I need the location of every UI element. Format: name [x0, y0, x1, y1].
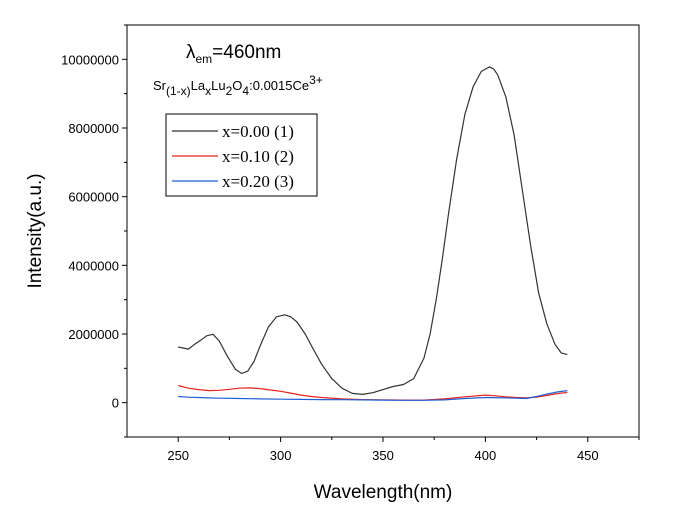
- y-tick-label: 0: [112, 396, 119, 411]
- y-tick-label: 10000000: [61, 52, 119, 67]
- formula-part: 2: [226, 84, 233, 98]
- x-tick-label: 300: [270, 448, 292, 463]
- x-tick-label: 450: [577, 448, 599, 463]
- excitation-annotation: λem=460nm: [186, 42, 281, 66]
- y-tick-label: 6000000: [68, 190, 119, 205]
- lambda-symbol: λ: [186, 42, 196, 63]
- lambda-subscript: em: [196, 52, 213, 66]
- formula-part: :0.0015Ce: [249, 78, 309, 93]
- y-tick-label: 4000000: [68, 258, 119, 273]
- y-axis-ticks: 0 2000000 4000000 6000000 8000000 10000000: [61, 24, 127, 438]
- series-line-3: [178, 390, 568, 401]
- series-line-1: [178, 66, 568, 395]
- formula-part: Sr: [153, 78, 167, 93]
- x-axis-title: Wavelength(nm): [314, 482, 453, 503]
- x-tick-label: 350: [372, 448, 394, 463]
- series-line-2: [178, 384, 568, 401]
- x-tick-label: 400: [475, 448, 497, 463]
- legend: x=0.00 (1) x=0.10 (2) x=0.20 (3): [165, 113, 318, 197]
- formula-part: Lu: [211, 78, 225, 93]
- formula-part: O: [232, 78, 242, 93]
- formula-annotation: Sr(1-x)LaxLu2O4:0.0015Ce3+: [153, 73, 323, 98]
- formula-part: (1-x): [166, 84, 191, 98]
- lambda-value: =460nm: [212, 42, 281, 63]
- formula-part: x: [205, 84, 211, 98]
- y-axis-title: Intensity(a.u.): [25, 173, 46, 288]
- legend-label-series-3: x=0.20 (3): [222, 172, 294, 191]
- x-tick-label: 250: [167, 448, 189, 463]
- series-lines: [178, 66, 568, 401]
- legend-label-series-2: x=0.10 (2): [222, 147, 294, 166]
- legend-label-series-1: x=0.00 (1): [222, 122, 294, 141]
- y-tick-label: 8000000: [68, 121, 119, 136]
- y-tick-label: 2000000: [68, 327, 119, 342]
- formula-part: La: [191, 78, 206, 93]
- formula-part: 4: [242, 84, 249, 98]
- x-axis-ticks: 250 300 350 400 450: [167, 437, 640, 463]
- formula-part: 3+: [309, 73, 323, 87]
- legend-box: [165, 113, 318, 197]
